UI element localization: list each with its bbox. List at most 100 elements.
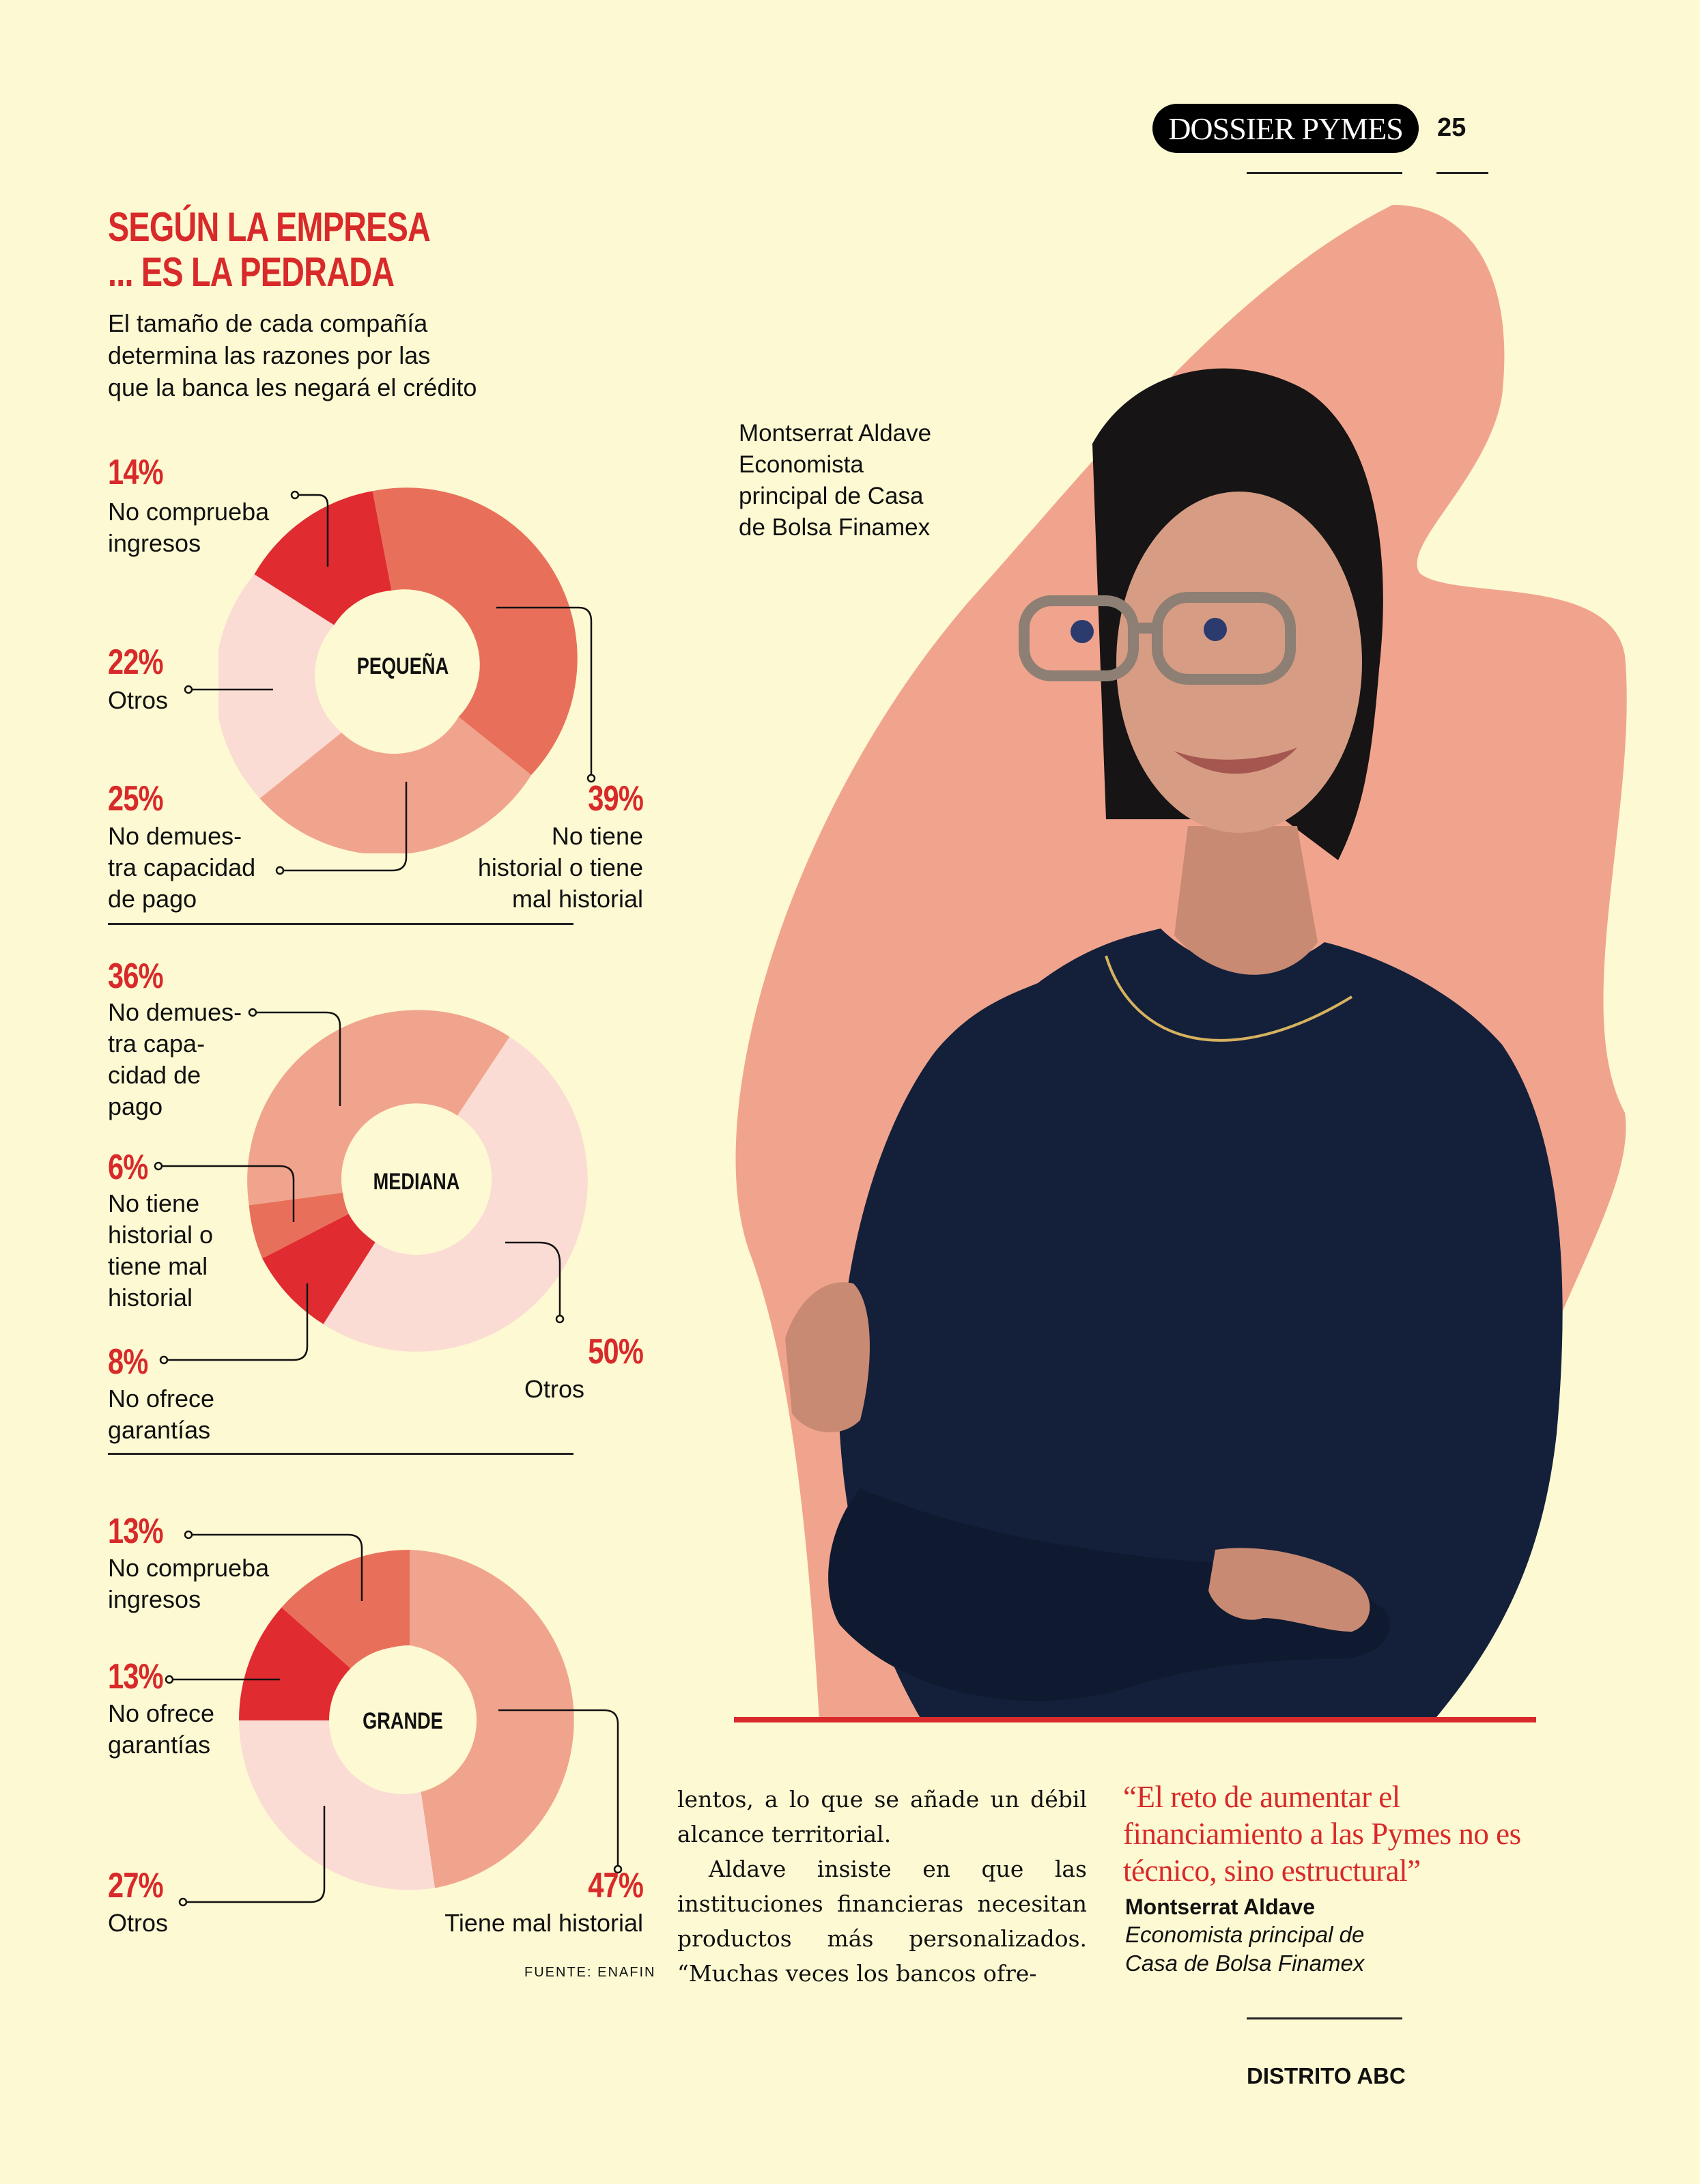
slice-no-ofrece-garantias	[262, 1214, 376, 1324]
label-line: cidad de	[108, 1061, 201, 1089]
slice-no-comprueba-ingresos	[281, 1550, 410, 1671]
pct-pequena-otros: 22%	[108, 642, 164, 682]
role-line: Casa de Bolsa Finamex	[1125, 1951, 1365, 1976]
donut-chart-pequena: PEQUEÑA	[218, 487, 578, 853]
header-rule	[1247, 172, 1402, 174]
label-line: ingresos	[108, 529, 201, 557]
label-grande-ingresos: No comprueba ingresos	[108, 1552, 269, 1615]
label-line: No comprueba	[108, 498, 270, 526]
label-grande-historial: Tiene mal historial	[444, 1909, 643, 1937]
photo-bottom-rule	[734, 1717, 1536, 1722]
label-mediana-capacidad: No demues- tra capa- cidad de pago	[108, 997, 242, 1122]
headline-line1: SEGÚN LA EMPRESA	[108, 204, 431, 250]
source-note: FUENTE: ENAFIN	[524, 1965, 656, 1980]
label-line: mal historial	[511, 885, 643, 913]
section-badge: DOSSIER PYMES	[1152, 104, 1419, 153]
hand	[1208, 1548, 1370, 1632]
label-line: historial o	[108, 1221, 214, 1249]
intro-line: que la banca les negará el crédito	[108, 373, 477, 401]
pct-grande-historial: 47%	[588, 1866, 644, 1905]
label-line: No tiene	[551, 822, 643, 850]
pct-pequena-historial: 39%	[588, 779, 644, 819]
slice-otros	[239, 1720, 435, 1890]
label-pequena-capacidad: No demues- tra capacidad de pago	[108, 821, 255, 915]
chart-divider	[108, 923, 573, 925]
page-number: 25	[1437, 113, 1467, 142]
portrait-illustration	[735, 205, 1627, 1720]
donut-center-label: PEQUEÑA	[357, 653, 449, 679]
pull-quote: “El reto de aumentar el financiamiento a…	[1123, 1780, 1521, 1888]
donut-chart-mediana: MEDIANA	[247, 1010, 588, 1352]
caption-name: Montserrat Aldave	[739, 420, 932, 446]
header-rule-short	[1436, 172, 1488, 174]
headline: SEGÚN LA EMPRESA ... ES LA PEDRADA	[108, 204, 431, 295]
slice-no-demuestra-capacidad	[247, 1010, 510, 1206]
label-line: tra capa-	[108, 1030, 206, 1058]
body-text: lentos, a lo que se añade un débil alcan…	[677, 1782, 1087, 1991]
slice-no-demuestra-capacidad	[259, 717, 532, 853]
label-pequena-ingresos: No comprueba ingresos	[108, 496, 269, 559]
label-mediana-garantias: No ofrece garantías	[108, 1383, 214, 1446]
donut-chart-grande: GRANDE	[238, 1550, 574, 1890]
label-line: garantías	[108, 1416, 211, 1444]
label-line: No ofrece	[108, 1699, 215, 1727]
role-line: Economista principal de	[1125, 1922, 1365, 1947]
intro-text: El tamaño de cada compañía determina las…	[108, 307, 518, 403]
chart-divider	[108, 1453, 573, 1455]
leader-lines-mediana	[154, 1008, 565, 1365]
label-mediana-historial: No tiene historial o tiene mal historial	[108, 1188, 213, 1314]
headline-line2: ... ES LA PEDRADA	[108, 249, 395, 295]
slice-no-comprueba-ingresos	[254, 491, 392, 625]
leader-lines-pequena	[184, 490, 596, 875]
quote-author: Montserrat Aldave	[1125, 1895, 1315, 1919]
label-line: historial o tiene	[477, 853, 643, 881]
pct-grande-garantias: 13%	[108, 1657, 164, 1697]
label-line: de pago	[108, 885, 197, 913]
glasses	[1019, 592, 1296, 685]
label-line: No comprueba	[108, 1554, 270, 1582]
slice-no-ofrece-garantias	[238, 1607, 354, 1720]
pct-pequena-ingresos: 14%	[108, 453, 164, 492]
slice-otros	[218, 574, 342, 799]
intro-line: El tamaño de cada compañía	[108, 309, 428, 337]
intro-line: determina las razones por las	[108, 341, 431, 369]
caption-line: principal de Casa	[739, 483, 924, 509]
label-line: No ofrece	[108, 1385, 215, 1413]
pct-mediana-otros: 50%	[588, 1332, 644, 1372]
label-grande-garantias: No ofrece garantías	[108, 1698, 214, 1761]
photo-caption: Montserrat Aldave Economista principal d…	[739, 418, 964, 543]
slice-no-tiene-historial	[249, 1193, 349, 1259]
label-pequena-otros: Otros	[108, 686, 169, 714]
slice-otros	[323, 1036, 588, 1352]
slice-no-tiene-historial	[372, 487, 578, 776]
pct-mediana-capacidad: 36%	[108, 956, 164, 996]
quote-author-role: Economista principal de Casa de Bolsa Fi…	[1125, 1920, 1453, 1978]
pct-grande-ingresos: 13%	[108, 1512, 164, 1551]
body-paragraph: lentos, a lo que se añade un débil alcan…	[677, 1786, 1087, 1847]
label-mediana-otros: Otros	[524, 1375, 584, 1403]
pct-grande-otros: 27%	[108, 1866, 164, 1905]
face	[1116, 492, 1362, 833]
label-pequena-historial: No tiene historial o tiene mal historial	[478, 821, 643, 915]
label-line: tra capacidad	[108, 853, 256, 881]
pct-mediana-historial: 6%	[108, 1148, 148, 1187]
label-line: pago	[108, 1092, 163, 1120]
label-line: tiene mal	[108, 1252, 208, 1280]
slice-tiene-mal-historial	[410, 1550, 574, 1888]
footer-publication: DISTRITO ABC	[1247, 2063, 1406, 2088]
navy-shirt	[838, 928, 1563, 1720]
donut-center-label: MEDIANA	[373, 1168, 460, 1195]
label-line: No demues-	[108, 822, 242, 850]
label-line: No demues-	[108, 998, 242, 1026]
label-line: ingresos	[108, 1585, 201, 1613]
body-paragraph: Aldave insiste en que las instituciones …	[677, 1856, 1087, 1987]
pct-mediana-garantias: 8%	[108, 1342, 148, 1382]
donut-center-label: GRANDE	[363, 1707, 443, 1734]
label-grande-otros: Otros	[108, 1909, 169, 1937]
leader-lines-grande	[165, 1530, 623, 1907]
caption-line: de Bolsa Finamex	[739, 514, 931, 541]
pct-pequena-capacidad: 25%	[108, 779, 164, 819]
label-line: garantías	[108, 1731, 211, 1759]
label-line: historial	[108, 1284, 193, 1311]
footer-rule	[1247, 2017, 1402, 2019]
